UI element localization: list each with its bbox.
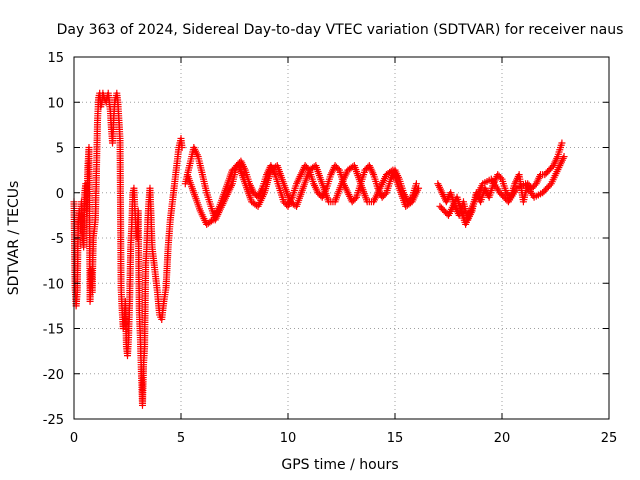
- x-tick-label: 15: [387, 431, 404, 446]
- data-series-layer: [70, 89, 568, 409]
- data-point: [560, 153, 568, 161]
- y-axis-label: SDTVAR / TECUs: [6, 181, 22, 296]
- data-point: [178, 144, 186, 151]
- data-point: [415, 184, 423, 192]
- y-tick-label: -20: [43, 368, 64, 383]
- y-tick-label: -10: [43, 277, 64, 292]
- data-point: [412, 180, 420, 188]
- data-point: [334, 165, 342, 173]
- series-daytime-oscillation-b: [183, 162, 423, 228]
- axis-ticks: 0 5 10 15 20 25 -25 -20 -15 -10 -5 0 5 10 15: [43, 51, 618, 446]
- chart-title: Day 363 of 2024, Sidereal Day-to-day VTE…: [57, 22, 624, 38]
- series-early-scatter: [70, 89, 186, 409]
- data-point: [381, 190, 389, 198]
- x-tick-label: 0: [70, 431, 78, 446]
- y-tick-label: 5: [56, 142, 64, 157]
- data-point: [558, 139, 566, 147]
- x-tick-label: 20: [494, 431, 511, 446]
- x-tick-label: 25: [601, 431, 618, 446]
- x-tick-label: 10: [280, 431, 297, 446]
- data-point: [497, 174, 505, 182]
- series-evening-cluster-b: [436, 153, 568, 228]
- y-tick-label: -5: [51, 232, 64, 247]
- data-point: [351, 195, 359, 203]
- x-tick-label: 5: [177, 431, 185, 446]
- y-tick-label: -15: [43, 323, 64, 338]
- grid-lines: [74, 57, 609, 419]
- y-tick-label: -25: [43, 413, 64, 428]
- y-tick-label: 15: [47, 51, 64, 66]
- data-point: [546, 181, 554, 189]
- y-tick-label: 0: [56, 187, 64, 202]
- x-axis-label: GPS time / hours: [281, 457, 398, 473]
- y-tick-label: 10: [47, 96, 64, 111]
